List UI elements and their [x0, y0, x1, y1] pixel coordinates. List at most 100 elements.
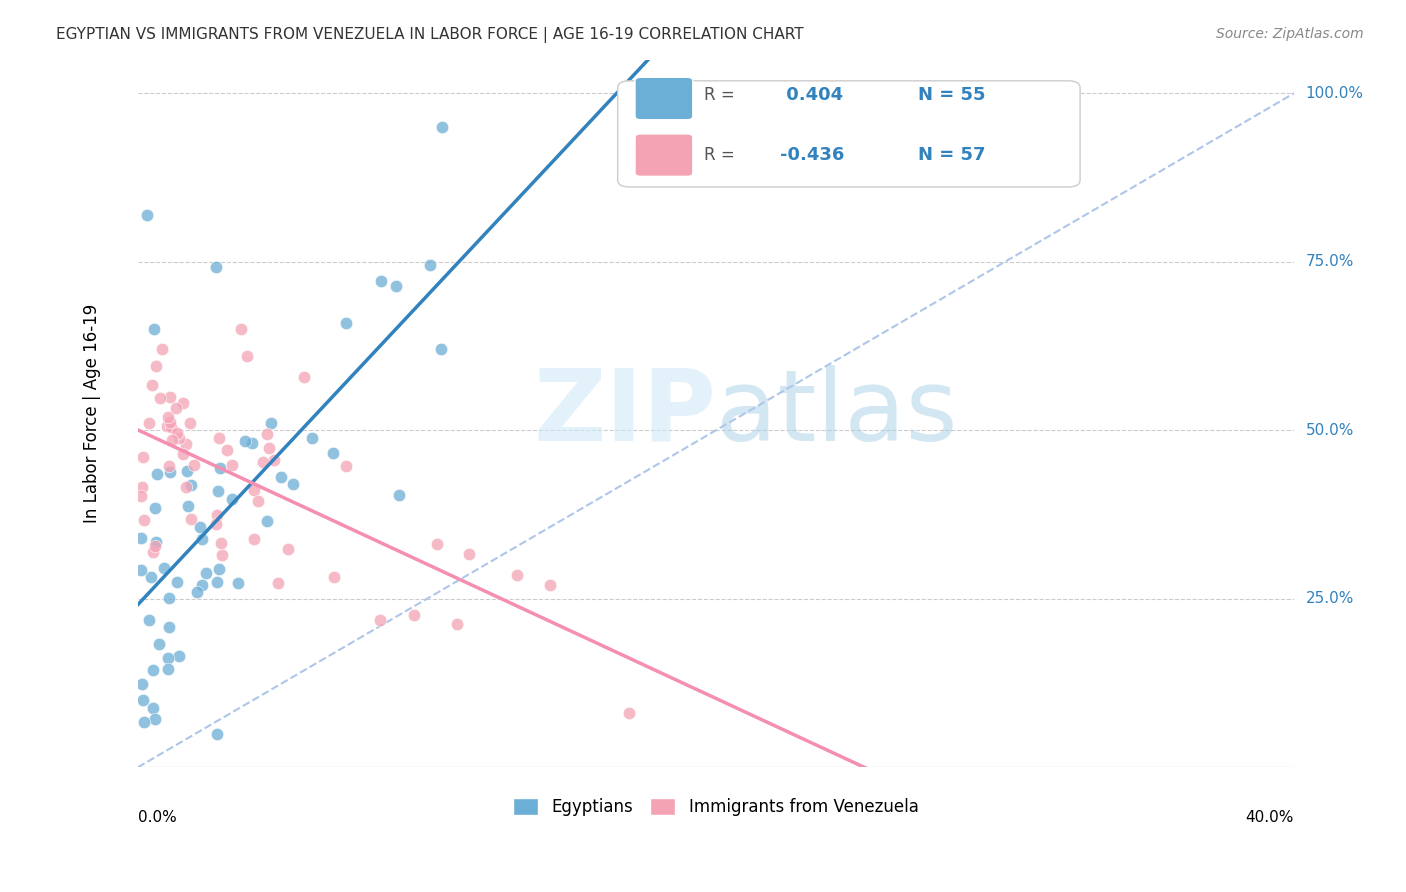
Point	[204, 517, 226, 532]
Point	[150, 342, 173, 356]
Point	[138, 416, 160, 430]
Point	[208, 461, 231, 475]
Point	[180, 477, 202, 491]
Point	[156, 409, 179, 424]
Point	[129, 563, 152, 577]
Point	[159, 465, 181, 479]
Point	[169, 431, 191, 445]
Text: 50.0%: 50.0%	[1306, 423, 1354, 438]
Point	[179, 417, 201, 431]
Point	[292, 369, 315, 384]
Point	[208, 562, 231, 576]
Point	[146, 467, 169, 481]
Point	[166, 574, 188, 589]
Point	[177, 499, 200, 513]
Point	[135, 208, 157, 222]
Point	[335, 316, 357, 330]
Point	[166, 426, 188, 441]
Point	[240, 436, 263, 450]
Point	[132, 692, 155, 706]
Text: Source: ZipAtlas.com: Source: ZipAtlas.com	[1216, 27, 1364, 41]
Point	[156, 418, 179, 433]
Text: 100.0%: 100.0%	[1306, 86, 1364, 101]
Point	[145, 359, 167, 374]
Point	[174, 437, 197, 451]
Point	[226, 575, 249, 590]
Point	[129, 489, 152, 503]
Point	[207, 508, 229, 523]
Point	[538, 578, 561, 592]
FancyBboxPatch shape	[636, 78, 693, 120]
Point	[221, 458, 243, 472]
Point	[132, 715, 155, 730]
Point	[243, 483, 266, 497]
Point	[335, 459, 357, 474]
Point	[221, 491, 243, 506]
Text: 0.0%: 0.0%	[138, 810, 177, 825]
Text: N = 55: N = 55	[918, 86, 986, 104]
Point	[186, 584, 208, 599]
Point	[419, 258, 441, 272]
Point	[215, 443, 238, 458]
Point	[129, 531, 152, 545]
Point	[281, 476, 304, 491]
Point	[132, 513, 155, 527]
Text: 40.0%: 40.0%	[1246, 810, 1294, 825]
Point	[149, 391, 172, 405]
Point	[235, 349, 257, 363]
Point	[205, 574, 228, 589]
Point	[176, 465, 198, 479]
FancyBboxPatch shape	[636, 134, 693, 177]
FancyBboxPatch shape	[617, 81, 1080, 187]
Point	[430, 120, 453, 134]
Point	[256, 427, 278, 442]
Point	[142, 664, 165, 678]
Point	[143, 322, 166, 336]
Point	[190, 532, 212, 546]
Point	[370, 274, 392, 288]
Point	[252, 455, 274, 469]
Point	[277, 542, 299, 557]
Text: EGYPTIAN VS IMMIGRANTS FROM VENEZUELA IN LABOR FORCE | AGE 16-19 CORRELATION CHA: EGYPTIAN VS IMMIGRANTS FROM VENEZUELA IN…	[56, 27, 804, 43]
Point	[131, 480, 153, 494]
Point	[426, 537, 449, 551]
Point	[233, 434, 256, 448]
Point	[457, 547, 479, 561]
Point	[267, 576, 290, 591]
Point	[167, 649, 190, 664]
Point	[138, 613, 160, 627]
Point	[142, 701, 165, 715]
Point	[156, 662, 179, 676]
Point	[429, 342, 451, 356]
Point	[256, 514, 278, 528]
Point	[159, 390, 181, 404]
Text: -0.436: -0.436	[779, 146, 844, 164]
Point	[153, 561, 176, 575]
Point	[207, 483, 229, 498]
Text: atlas: atlas	[716, 365, 957, 462]
Point	[157, 619, 180, 633]
Point	[257, 442, 280, 456]
Text: R =: R =	[704, 86, 735, 104]
Point	[208, 431, 231, 445]
Point	[370, 613, 392, 627]
Point	[159, 416, 181, 430]
Point	[156, 650, 179, 665]
Point	[301, 431, 323, 445]
Point	[190, 520, 212, 534]
Point	[139, 570, 162, 584]
Point	[160, 420, 183, 434]
Point	[263, 453, 285, 467]
Point	[145, 535, 167, 549]
Point	[270, 469, 292, 483]
Point	[446, 617, 468, 632]
Point	[323, 569, 346, 583]
Text: In Labor Force | Age 16-19: In Labor Force | Age 16-19	[83, 304, 101, 523]
Point	[211, 548, 233, 562]
Point	[131, 450, 153, 464]
Point	[205, 726, 228, 740]
Text: N = 57: N = 57	[918, 146, 986, 164]
Point	[191, 578, 214, 592]
Point	[183, 458, 205, 472]
Point	[242, 532, 264, 546]
